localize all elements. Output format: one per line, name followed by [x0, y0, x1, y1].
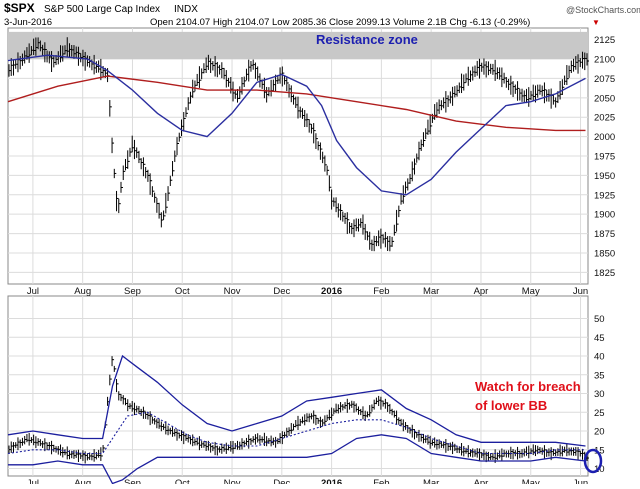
index-name: S&P 500 Large Cap Index: [44, 4, 160, 15]
y-tick-label: 2125: [594, 35, 615, 46]
x-tick-label: May: [522, 286, 540, 297]
y-tick-label: 1875: [594, 229, 615, 240]
x-tick-label: Jul: [27, 478, 39, 484]
x-tick-label: Mar: [423, 286, 439, 297]
price-y-axis: 1825 1850 1875 1900 1925 1950 1975 2000 2025 2050…: [594, 35, 615, 279]
y-tick-label: 20: [594, 427, 605, 438]
x-tick-label: Oct: [175, 478, 190, 484]
y-tick-label: 30: [594, 389, 605, 400]
y-tick-label: 15: [594, 445, 605, 456]
x-tick-label: Nov: [224, 286, 241, 297]
moving-average-lines: [7, 54, 586, 196]
y-tick-label: 2025: [594, 113, 615, 124]
y-tick-label: 1900: [594, 210, 615, 221]
quote-date: 3-Jun-2016: [4, 17, 52, 28]
vix-grid: [8, 296, 588, 476]
ticker-symbol: $SPX: [4, 1, 35, 15]
ma50-line: [7, 54, 586, 196]
y-tick-label: 1850: [594, 248, 615, 259]
bb-middle-line: [7, 411, 586, 455]
bb-lower-line: [8, 434, 586, 485]
y-tick-label: 45: [594, 333, 605, 344]
y-tick-label: 25: [594, 408, 605, 419]
x-tick-label: Sep: [124, 286, 141, 297]
x-tick-label: Dec: [273, 478, 290, 484]
y-tick-label: 40: [594, 352, 605, 363]
price-bars: [8, 37, 590, 252]
bb-annotation-line-2: of lower BB: [475, 398, 547, 413]
x-tick-label: Sep: [124, 478, 141, 484]
resistance-zone-label: Resistance zone: [316, 32, 418, 47]
x-tick-label: Apr: [474, 478, 489, 484]
x-tick-label: Jun: [573, 478, 588, 484]
resistance-zone-band: [8, 31, 588, 60]
quote-line: Open 2104.07 High 2104.07 Low 2085.36 Cl…: [150, 17, 530, 28]
bb-annotation-line-1: Watch for breach: [475, 379, 581, 394]
down-arrow-icon: ▼: [592, 18, 600, 27]
x-tick-label: 2016: [321, 286, 342, 297]
vix-panel-frame: [7, 295, 589, 477]
y-tick-label: 50: [594, 314, 605, 325]
x-tick-label: Oct: [175, 286, 190, 297]
brand-mark: @StockCharts.com: [566, 5, 640, 15]
x-tick-label: Aug: [74, 478, 91, 484]
y-tick-label: 1925: [594, 190, 615, 201]
y-tick-label: 1825: [594, 268, 615, 279]
x-tick-label: 2016: [321, 478, 342, 484]
x-tick-label: Apr: [474, 286, 489, 297]
bollinger-bands: [7, 354, 586, 485]
y-tick-label: 1950: [594, 171, 615, 182]
x-tick-label: Feb: [373, 286, 389, 297]
x-tick-label: Aug: [74, 286, 91, 297]
y-tick-label: 35: [594, 370, 605, 381]
y-tick-label: 1975: [594, 152, 615, 163]
x-tick-label: Feb: [373, 478, 389, 484]
lower-bb-highlight-circle: [583, 448, 603, 474]
x-tick-label: Mar: [423, 478, 439, 484]
ma200-line: [7, 75, 586, 132]
y-tick-label: 2000: [594, 132, 615, 143]
x-tick-label: Jun: [573, 286, 588, 297]
y-tick-label: 2100: [594, 55, 615, 66]
y-tick-label: 2050: [594, 93, 615, 104]
x-tick-label: Nov: [224, 478, 241, 484]
exchange-label: INDX: [174, 4, 198, 15]
y-tick-label: 2075: [594, 74, 615, 85]
x-tick-label: Jul: [27, 286, 39, 297]
price-grid: [8, 28, 588, 284]
bb-upper-line: [7, 354, 586, 447]
vix-bars: [8, 356, 590, 464]
x-tick-label: Dec: [273, 286, 290, 297]
x-tick-label: May: [522, 478, 540, 484]
price-x-axis: Jul Aug Sep Oct Nov Dec 2016 Feb Mar Apr May Jun: [27, 286, 588, 297]
